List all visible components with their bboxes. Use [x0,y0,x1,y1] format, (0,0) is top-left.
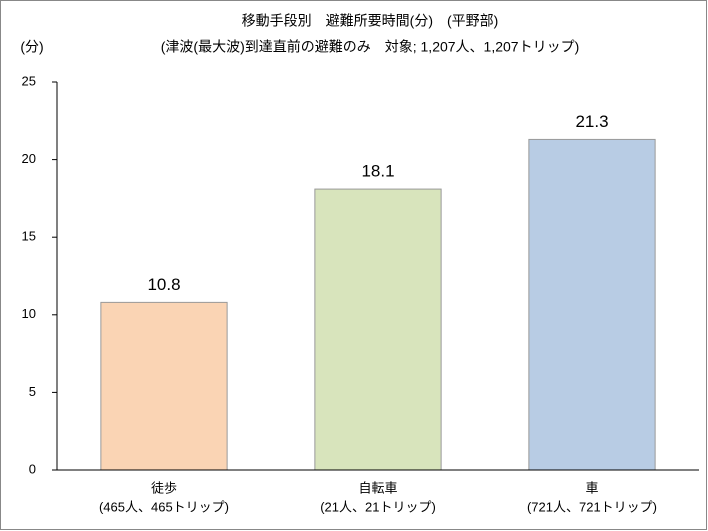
bar [100,301,228,471]
x-tick-label: 車 [585,480,598,495]
x-tick-sublabel: (465人、465トリップ) [99,499,229,514]
bar [528,138,656,471]
y-tick-label: 15 [22,229,36,244]
y-tick-label: 5 [29,384,36,399]
chart-subtitle: (津波(最大波)到達直前の避難のみ 対象; 1,207人、1,207トリップ) [161,39,580,55]
data-label: 21.3 [575,112,608,131]
x-tick-label: 徒歩 [151,480,177,495]
x-tick-label: 自転車 [358,480,397,495]
x-tick-sublabel: (21人、21トリップ) [320,499,436,514]
y-tick-label: 0 [29,461,36,476]
y-axis-label: (分) [20,39,43,55]
data-label: 18.1 [361,162,394,181]
bar [314,188,442,471]
y-tick-label: 25 [22,73,36,88]
y-tick-label: 10 [22,306,36,321]
chart-title: 移動手段別 避難所要時間(分) (平野部) [242,13,499,29]
data-label: 10.8 [147,275,180,294]
y-tick-label: 20 [22,151,36,166]
x-tick-sublabel: (721人、721トリップ) [527,499,657,514]
